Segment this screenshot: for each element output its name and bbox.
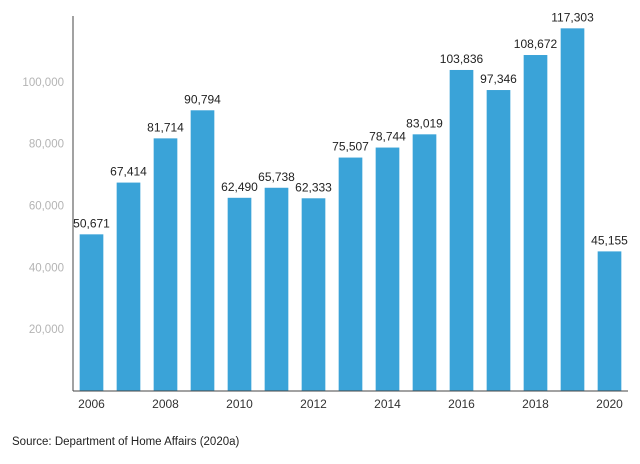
bar-value-label: 75,507	[332, 140, 369, 154]
y-tick-label: 60,000	[29, 201, 64, 213]
bar	[486, 90, 511, 391]
bar-value-label: 62,333	[295, 180, 332, 194]
bar-value-label: 90,794	[184, 92, 221, 106]
x-tick-label: 2014	[374, 397, 401, 411]
bar-value-label: 103,836	[440, 52, 484, 66]
bar-value-label: 50,671	[73, 216, 110, 230]
bar-value-label: 81,714	[147, 120, 184, 134]
bar	[116, 182, 141, 391]
bar	[190, 110, 215, 392]
x-tick-label: 2018	[522, 397, 549, 411]
y-tick-label: 100,000	[22, 77, 64, 89]
bar-value-label: 108,672	[514, 37, 558, 51]
bar-value-label: 83,019	[406, 116, 443, 130]
bar	[597, 251, 622, 391]
bar	[153, 138, 178, 391]
bar-value-label: 97,346	[480, 72, 517, 86]
bar	[79, 234, 104, 391]
x-tick-label: 2006	[78, 397, 105, 411]
bar	[338, 157, 363, 391]
bar-value-label: 62,490	[221, 180, 258, 194]
x-tick-label: 2016	[448, 397, 475, 411]
y-tick-label: 20,000	[29, 324, 64, 336]
x-tick-label: 2008	[152, 397, 179, 411]
bar-value-label: 65,738	[258, 170, 295, 184]
x-tick-label: 2010	[226, 397, 253, 411]
y-tick-label: 40,000	[29, 262, 64, 274]
bar-value-label: 78,744	[369, 130, 406, 144]
bar	[301, 198, 326, 391]
x-tick-label: 2012	[300, 397, 327, 411]
source-note: Source: Department of Home Affairs (2020…	[12, 436, 240, 448]
bar-value-label: 67,414	[110, 165, 147, 179]
bar	[264, 187, 289, 391]
y-tick-label: 80,000	[29, 139, 64, 151]
bar-value-label: 117,303	[551, 10, 594, 24]
bar	[523, 55, 548, 392]
bar	[560, 28, 585, 392]
bar	[227, 197, 252, 391]
bar	[375, 147, 400, 391]
bar	[412, 134, 437, 391]
bar-value-label: 45,155	[591, 233, 628, 247]
bar	[449, 69, 474, 391]
x-tick-label: 2020	[596, 397, 623, 411]
